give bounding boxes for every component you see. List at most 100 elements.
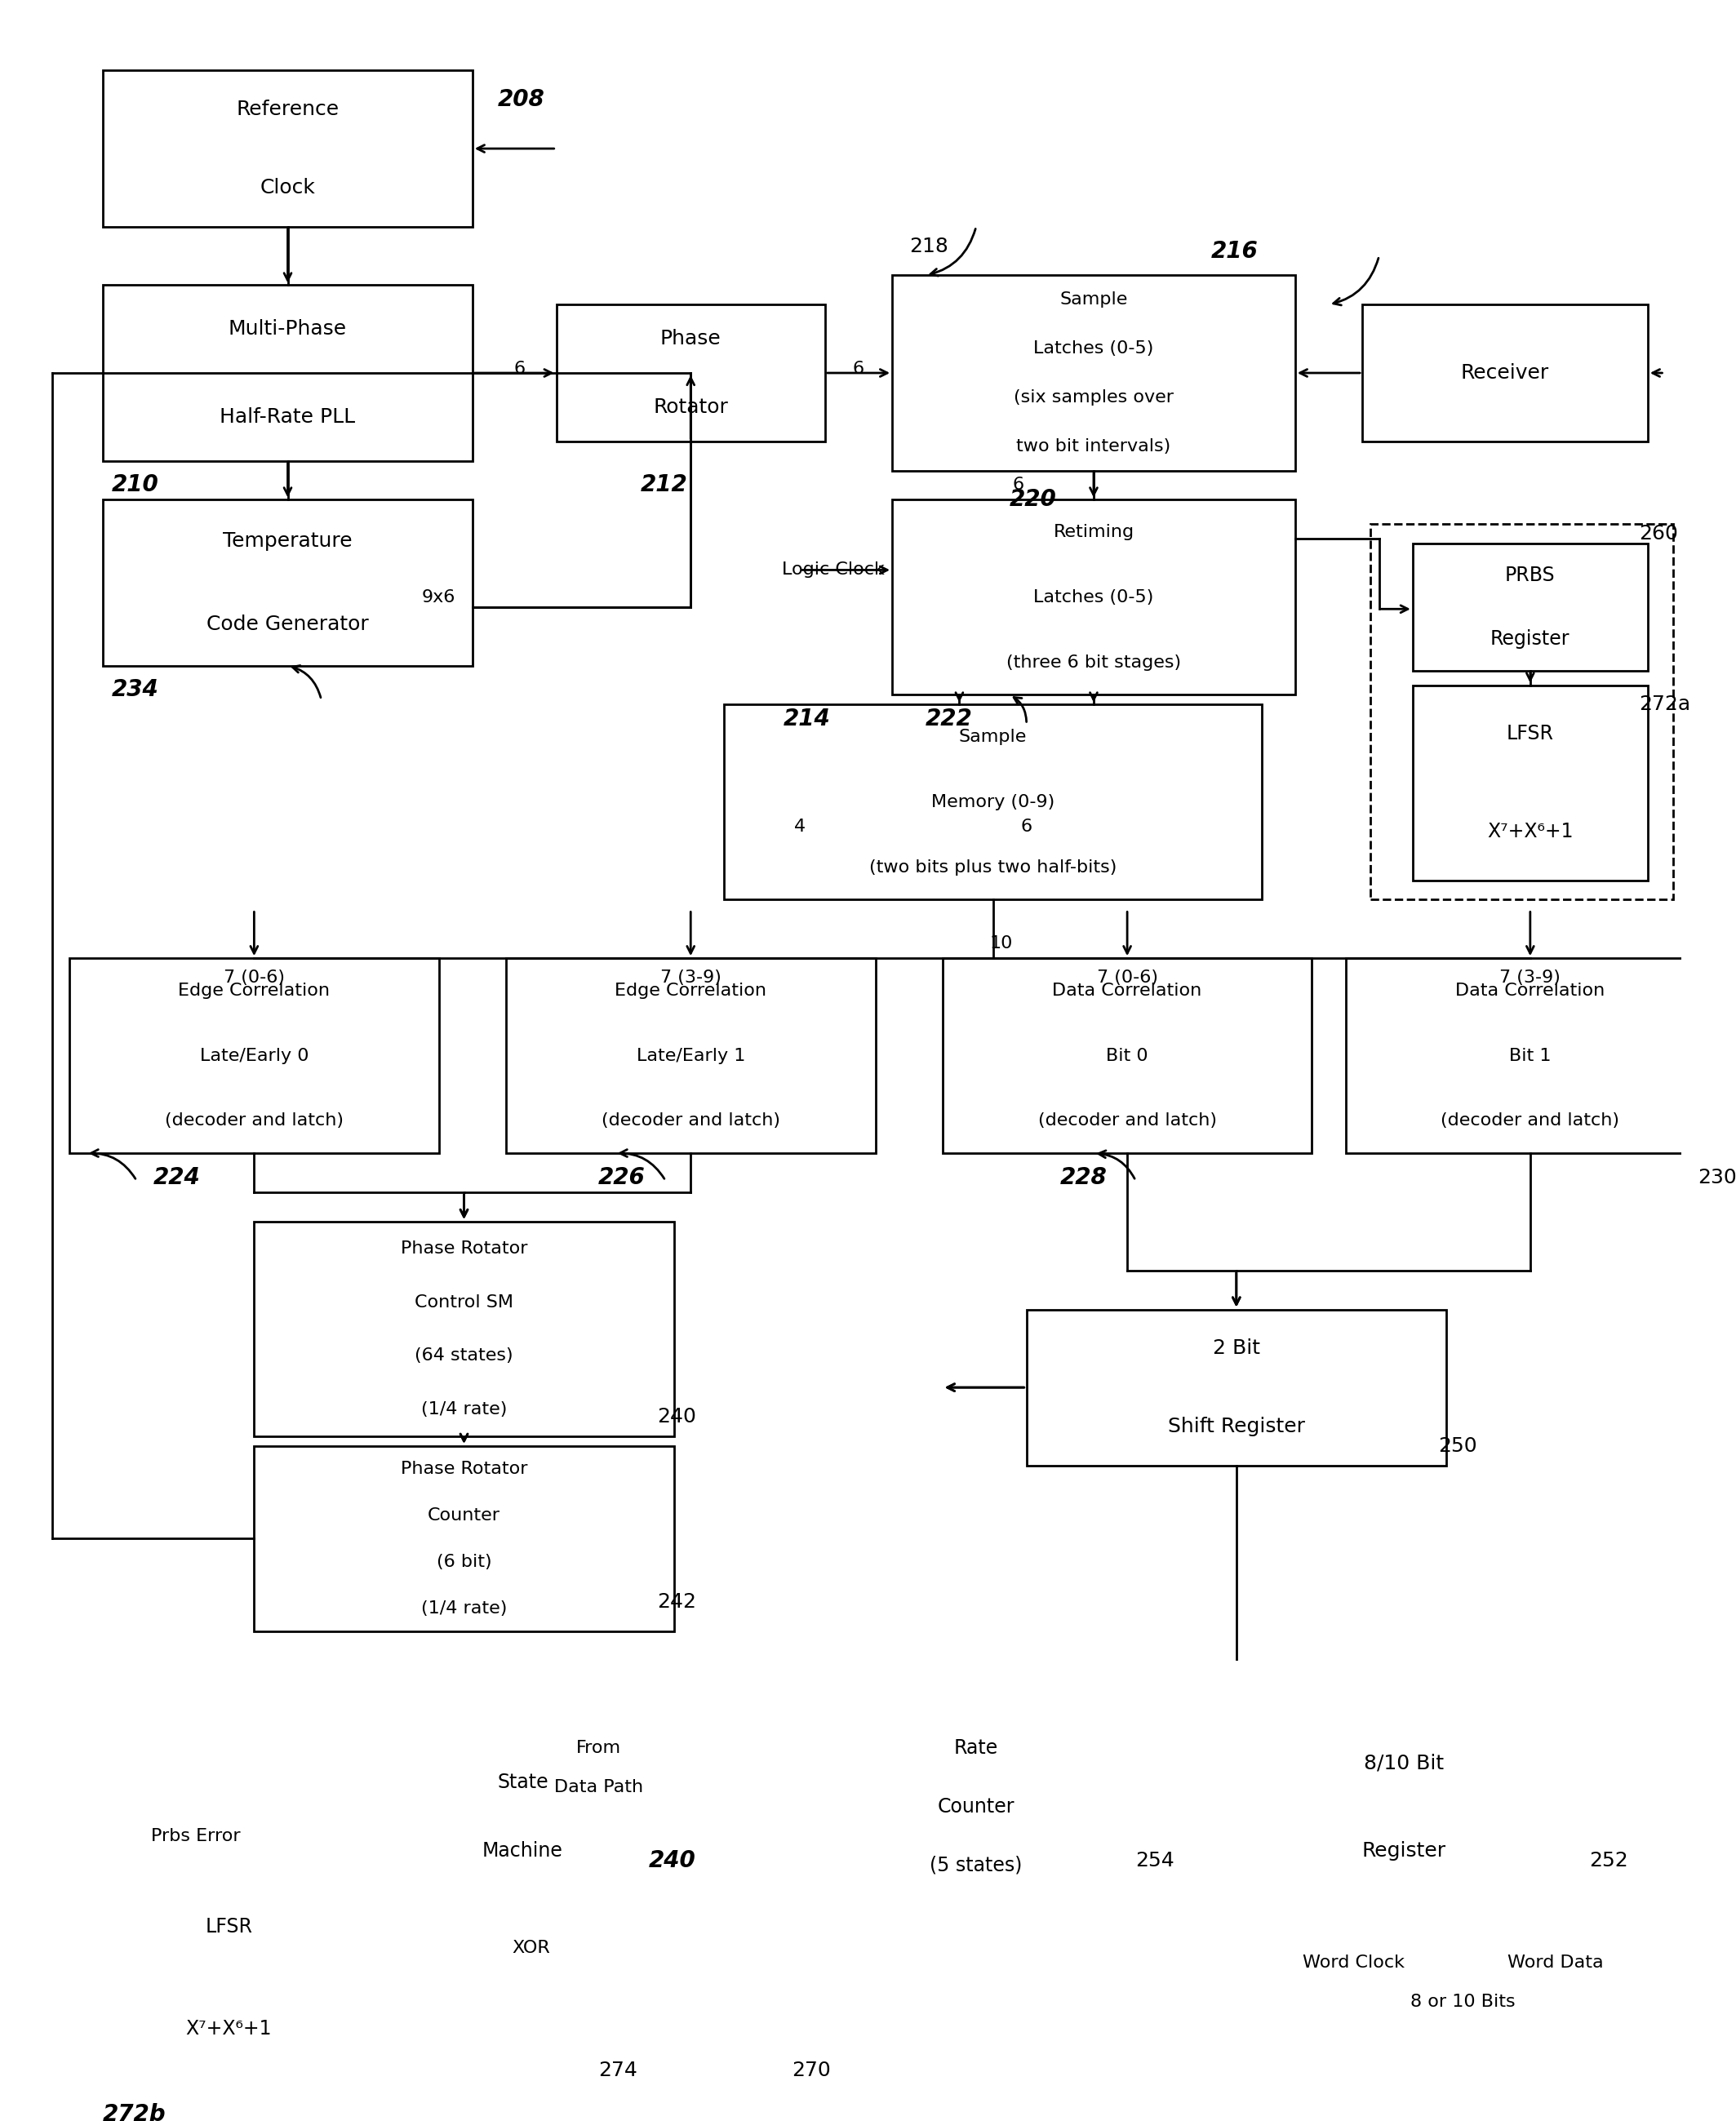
- Text: 6: 6: [1012, 477, 1024, 494]
- Text: Late/Early 0: Late/Early 0: [200, 1048, 309, 1065]
- FancyBboxPatch shape: [505, 959, 875, 1154]
- Text: PRBS: PRBS: [1505, 566, 1555, 585]
- Text: Counter: Counter: [937, 1796, 1014, 1818]
- FancyBboxPatch shape: [102, 501, 472, 666]
- Text: Data Correlation: Data Correlation: [1455, 982, 1606, 999]
- FancyBboxPatch shape: [892, 276, 1295, 471]
- Text: 226: 226: [599, 1167, 646, 1190]
- Text: Half-Rate PLL: Half-Rate PLL: [220, 407, 356, 426]
- Text: Bit 1: Bit 1: [1509, 1048, 1552, 1065]
- FancyBboxPatch shape: [809, 1720, 1144, 1894]
- Text: Edge Correlation: Edge Correlation: [179, 982, 330, 999]
- Text: Phase: Phase: [660, 329, 720, 348]
- FancyBboxPatch shape: [102, 284, 472, 460]
- Text: Edge Correlation: Edge Correlation: [615, 982, 767, 999]
- Text: 224: 224: [153, 1167, 201, 1190]
- Text: (1/4 rate): (1/4 rate): [422, 1599, 507, 1616]
- Text: Latches (0-5): Latches (0-5): [1033, 339, 1154, 356]
- Text: 230: 230: [1698, 1169, 1736, 1188]
- Text: (decoder and latch): (decoder and latch): [165, 1114, 344, 1128]
- FancyBboxPatch shape: [69, 959, 439, 1154]
- Text: 2 Bit: 2 Bit: [1213, 1338, 1260, 1357]
- FancyBboxPatch shape: [1413, 685, 1647, 880]
- Text: 260: 260: [1639, 524, 1679, 543]
- Text: Counter: Counter: [427, 1508, 500, 1523]
- Text: 208: 208: [498, 89, 545, 110]
- FancyBboxPatch shape: [253, 1222, 674, 1436]
- Text: (decoder and latch): (decoder and latch): [1441, 1114, 1620, 1128]
- FancyBboxPatch shape: [1212, 1720, 1597, 1894]
- Text: Latches (0-5): Latches (0-5): [1033, 590, 1154, 604]
- Text: 7 (3-9): 7 (3-9): [1500, 969, 1561, 986]
- Text: Multi-Phase: Multi-Phase: [229, 320, 347, 339]
- Text: From: From: [576, 1739, 621, 1756]
- Text: Rotator: Rotator: [653, 397, 727, 418]
- Text: Data Path: Data Path: [554, 1780, 642, 1796]
- FancyBboxPatch shape: [102, 70, 472, 227]
- Text: 212: 212: [641, 473, 687, 496]
- Text: Sample: Sample: [1059, 291, 1128, 308]
- FancyBboxPatch shape: [892, 501, 1295, 696]
- Text: Machine: Machine: [483, 1841, 562, 1860]
- Text: 240: 240: [649, 1850, 696, 1873]
- Text: 272a: 272a: [1639, 696, 1691, 715]
- Text: 220: 220: [1010, 488, 1057, 511]
- Text: Logic Clock: Logic Clock: [781, 562, 885, 579]
- Text: 7 (0-6): 7 (0-6): [224, 969, 285, 986]
- Text: 222: 222: [925, 708, 972, 730]
- Text: 252: 252: [1588, 1852, 1628, 1871]
- Text: 8/10 Bit: 8/10 Bit: [1364, 1754, 1444, 1773]
- Text: 242: 242: [658, 1593, 696, 1612]
- Text: (six samples over: (six samples over: [1014, 388, 1174, 405]
- Text: Code Generator: Code Generator: [207, 615, 368, 634]
- Text: Bit 0: Bit 0: [1106, 1048, 1147, 1065]
- Text: 216: 216: [1212, 240, 1259, 263]
- Text: Sample: Sample: [958, 730, 1028, 744]
- FancyBboxPatch shape: [69, 1788, 321, 1886]
- Text: (two bits plus two half-bits): (two bits plus two half-bits): [870, 859, 1116, 876]
- Text: 9x6: 9x6: [422, 590, 457, 604]
- Text: 270: 270: [792, 2059, 830, 2081]
- Text: XOR: XOR: [512, 1941, 550, 1956]
- Text: (decoder and latch): (decoder and latch): [1038, 1114, 1217, 1128]
- Text: 240: 240: [658, 1406, 696, 1427]
- Text: Word Clock: Word Clock: [1304, 1956, 1404, 1970]
- Text: Word Data: Word Data: [1507, 1956, 1604, 1970]
- Text: LFSR: LFSR: [1507, 723, 1554, 744]
- Text: Receiver: Receiver: [1460, 363, 1549, 382]
- Text: 10: 10: [990, 935, 1012, 952]
- Text: (6 bit): (6 bit): [436, 1555, 491, 1570]
- FancyBboxPatch shape: [372, 1748, 674, 1886]
- FancyBboxPatch shape: [1345, 959, 1715, 1154]
- Text: Reference: Reference: [236, 100, 339, 119]
- FancyBboxPatch shape: [69, 1875, 389, 2081]
- Text: Shift Register: Shift Register: [1168, 1417, 1305, 1436]
- Text: Clock: Clock: [260, 178, 316, 197]
- FancyBboxPatch shape: [724, 704, 1262, 899]
- Text: (decoder and latch): (decoder and latch): [601, 1114, 779, 1128]
- Text: two bit intervals): two bit intervals): [1016, 437, 1170, 454]
- Text: Control SM: Control SM: [415, 1294, 514, 1311]
- Text: 7 (0-6): 7 (0-6): [1097, 969, 1158, 986]
- Text: 6: 6: [852, 361, 865, 378]
- Text: Data Correlation: Data Correlation: [1052, 982, 1201, 999]
- Text: 234: 234: [111, 679, 158, 702]
- Text: 6: 6: [1021, 819, 1033, 836]
- Text: Register: Register: [1491, 630, 1569, 649]
- FancyBboxPatch shape: [1363, 305, 1647, 441]
- Text: 210: 210: [111, 473, 158, 496]
- Text: 7 (3-9): 7 (3-9): [660, 969, 720, 986]
- Text: Late/Early 1: Late/Early 1: [637, 1048, 745, 1065]
- Text: (64 states): (64 states): [415, 1347, 514, 1364]
- Text: X⁷+X⁶+1: X⁷+X⁶+1: [1488, 821, 1573, 842]
- Text: State: State: [496, 1773, 549, 1792]
- Text: 6: 6: [514, 361, 526, 378]
- Text: 214: 214: [783, 708, 830, 730]
- Text: 228: 228: [1061, 1167, 1108, 1190]
- Text: Temperature: Temperature: [222, 532, 352, 551]
- Text: 272b: 272b: [102, 2102, 167, 2121]
- Text: LFSR: LFSR: [205, 1917, 253, 1936]
- Text: 218: 218: [910, 235, 948, 257]
- Text: Prbs Error: Prbs Error: [151, 1828, 240, 1845]
- Text: X⁷+X⁶+1: X⁷+X⁶+1: [186, 2019, 273, 2038]
